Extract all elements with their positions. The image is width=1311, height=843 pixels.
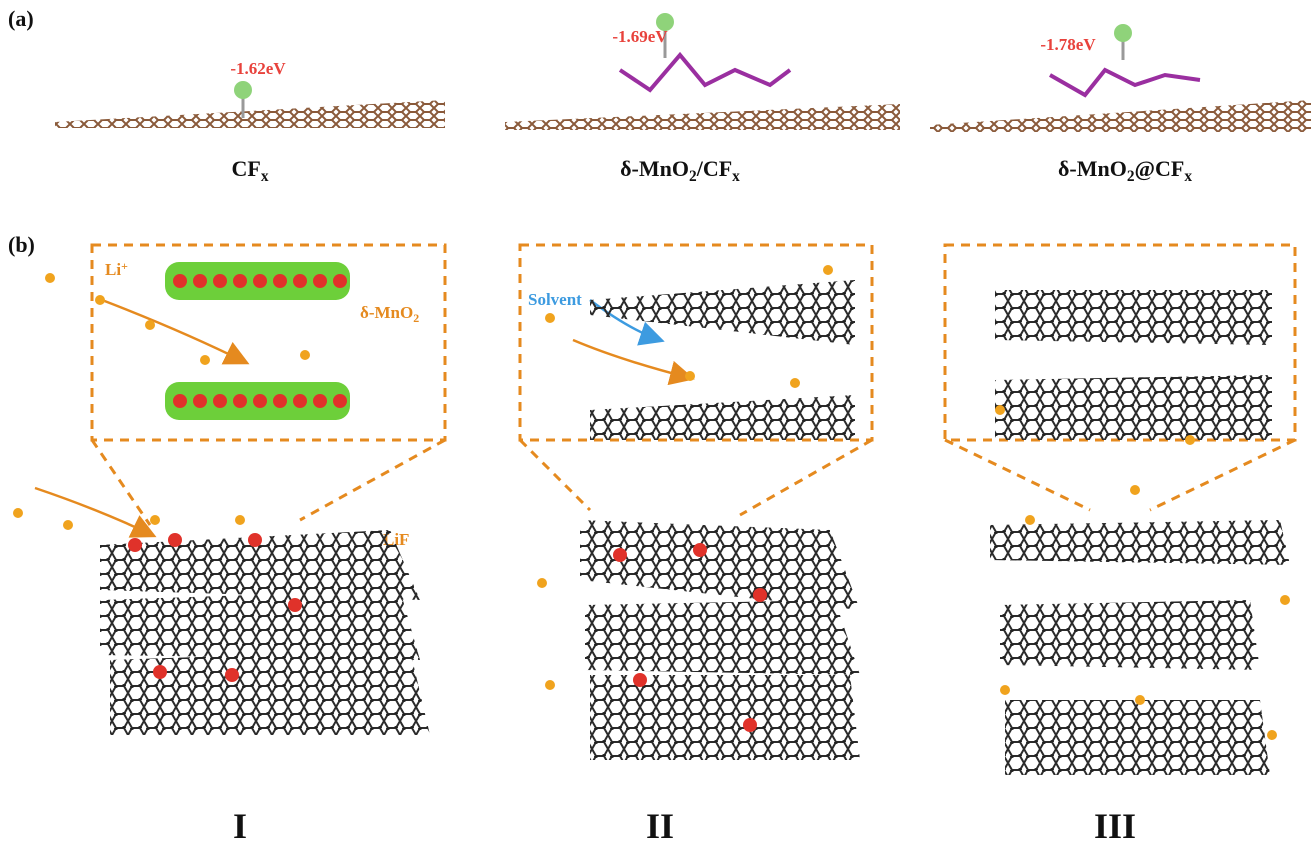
atom — [193, 274, 207, 288]
label-segment: δ-MnO — [360, 303, 413, 322]
atom — [213, 394, 227, 408]
atom — [235, 515, 245, 525]
atom — [173, 394, 187, 408]
label-segment: 2 — [413, 311, 419, 325]
atom — [1000, 685, 1010, 695]
atom — [633, 673, 647, 687]
atom — [128, 538, 142, 552]
atom — [225, 668, 239, 682]
li-path — [35, 488, 152, 535]
structure-name: δ-MnO2/CFx — [620, 156, 740, 185]
substrate-cfx — [55, 81, 445, 128]
zoom-lines — [92, 440, 1295, 525]
label-segment: δ-MnO — [620, 156, 689, 181]
atom — [753, 588, 767, 602]
atom — [150, 515, 160, 525]
atom — [300, 350, 310, 360]
adsorption-energy: -1.69eV — [612, 27, 668, 46]
atom — [333, 274, 347, 288]
label-segment: δ-MnO — [1058, 156, 1127, 181]
atom — [233, 394, 247, 408]
atom — [168, 533, 182, 547]
atom — [995, 405, 1005, 415]
atom — [233, 274, 247, 288]
atom — [153, 665, 167, 679]
atom — [288, 598, 302, 612]
label-segment: CF — [231, 156, 260, 181]
atom — [693, 543, 707, 557]
atom — [253, 394, 267, 408]
label-segment: @CF — [1135, 156, 1185, 181]
atom — [790, 378, 800, 388]
figure: (a) -1.62eV -1.69eV -1.78eV CFx δ-MnO2/C… — [0, 0, 1311, 843]
solvent-label: Solvent — [528, 290, 582, 309]
label-segment: Li — [105, 260, 121, 279]
label-segment: x — [261, 168, 269, 185]
atom — [63, 520, 73, 530]
atom — [200, 355, 210, 365]
atom — [213, 274, 227, 288]
structure-name: δ-MnO2@CFx — [1058, 156, 1192, 185]
atom — [545, 313, 555, 323]
label-segment: x — [732, 168, 740, 185]
atom — [45, 273, 55, 283]
atom — [248, 533, 262, 547]
atom — [313, 274, 327, 288]
mno2-label: δ-MnO2 — [360, 303, 419, 325]
li-path — [573, 340, 690, 378]
atom — [1025, 515, 1035, 525]
graphene-sheets — [100, 280, 1290, 775]
panel-label: (a) — [8, 6, 34, 31]
stage-label: III — [1094, 806, 1136, 843]
atom — [273, 274, 287, 288]
atom — [333, 394, 347, 408]
substrate-mno2-cfx — [505, 13, 900, 130]
atom — [253, 274, 267, 288]
atom — [173, 274, 187, 288]
panel-label: (b) — [8, 232, 35, 257]
atom — [1280, 595, 1290, 605]
atom — [1130, 485, 1140, 495]
atom — [743, 718, 757, 732]
substrate-mno2-at-cfx — [930, 24, 1311, 132]
atom — [95, 295, 105, 305]
atom — [313, 394, 327, 408]
atom — [1185, 435, 1195, 445]
atom — [293, 394, 307, 408]
atom — [823, 265, 833, 275]
stage-label: II — [646, 806, 674, 843]
atom — [685, 371, 695, 381]
atom — [293, 274, 307, 288]
label-segment: /CF — [696, 156, 732, 181]
atom — [193, 394, 207, 408]
atom — [537, 578, 547, 588]
structure-name: CFx — [231, 156, 268, 185]
atom — [1267, 730, 1277, 740]
atom — [145, 320, 155, 330]
atom — [545, 680, 555, 690]
stage-label: I — [233, 806, 247, 843]
atom — [1135, 695, 1145, 705]
li-ion-label: Li+ — [105, 259, 128, 279]
label-segment: + — [121, 259, 128, 273]
adsorption-energy: -1.78eV — [1040, 35, 1096, 54]
li-path — [102, 300, 245, 362]
label-segment: x — [1184, 168, 1192, 185]
atom — [273, 394, 287, 408]
atom — [13, 508, 23, 518]
adsorption-energy: -1.62eV — [230, 59, 286, 78]
atom — [613, 548, 627, 562]
